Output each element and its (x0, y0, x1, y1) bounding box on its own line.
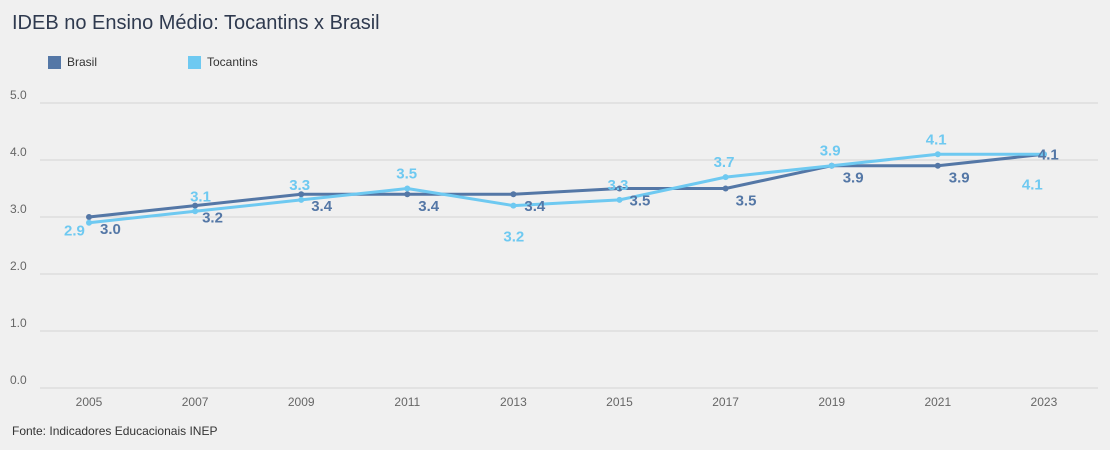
y-tick-label: 2.0 (10, 259, 27, 273)
legend-label-tocantins: Tocantins (207, 55, 258, 69)
point-tocantins-2009[interactable] (298, 196, 305, 203)
point-brasil-2015[interactable] (616, 185, 623, 192)
point-tocantins-2023[interactable] (1040, 151, 1047, 158)
data-label-layer: 3.03.23.4 3.4 3.4 3.5 3.53.9 3.94.12.93.13.33… (64, 131, 1059, 245)
x-tick-label: 2023 (1031, 395, 1058, 409)
y-tick-label: 0.0 (10, 373, 27, 387)
data-label-brasil-2015: 3.5 (630, 193, 651, 210)
x-tick-label: 2005 (76, 395, 103, 409)
x-tick-label: 2017 (712, 395, 739, 409)
legend-label-brasil: Brasil (67, 55, 98, 69)
point-brasil-2007[interactable] (192, 202, 199, 209)
x-tick-label: 2021 (924, 395, 951, 409)
legend-swatch-brasil (48, 56, 61, 69)
data-label-tocantins-2015: 3.3 (608, 177, 629, 194)
source-note: Fonte: Indicadores Educacionais INEP (12, 424, 218, 438)
point-tocantins-2013[interactable] (510, 202, 517, 209)
point-tocantins-2011[interactable] (404, 185, 411, 192)
grid-layer (40, 102, 1098, 389)
point-brasil-2017[interactable] (722, 185, 729, 192)
point-tocantins-2007[interactable] (192, 208, 199, 215)
point-tocantins-2019[interactable] (828, 162, 835, 169)
data-label-tocantins-2009: 3.3 (289, 177, 310, 194)
y-tick-label: 3.0 (10, 202, 27, 216)
series-layer (86, 151, 1047, 226)
data-label-brasil-2007: 3.2 (202, 210, 223, 227)
data-label-tocantins-2021: 4.1 (926, 131, 947, 148)
point-brasil-2009[interactable] (298, 191, 305, 198)
x-tick-label: 2019 (818, 395, 845, 409)
point-brasil-2021[interactable] (934, 162, 941, 169)
x-tick-label: 2013 (500, 395, 527, 409)
data-label-tocantins-2023: 4.1 (1022, 176, 1043, 193)
point-brasil-2011[interactable] (404, 191, 411, 198)
point-tocantins-2021[interactable] (934, 151, 941, 158)
data-label-brasil-2005: 3.0 (100, 221, 121, 238)
y-tick-label: 1.0 (10, 316, 27, 330)
x-tick-label: 2011 (394, 395, 420, 409)
x-tick-label: 2007 (182, 395, 209, 409)
data-label-brasil-2023: 4.1 (1038, 146, 1059, 163)
point-tocantins-2015[interactable] (616, 196, 623, 203)
data-label-tocantins-2011: 3.5 (396, 166, 417, 183)
point-tocantins-2017[interactable] (722, 174, 729, 181)
data-label-tocantins-2013: 3.2 (503, 229, 524, 246)
data-label-brasil-2011: 3.4 (418, 198, 440, 215)
y-tick-label: 5.0 (10, 88, 27, 102)
y-tick-label: 4.0 (10, 145, 27, 159)
data-label-brasil-2019: 3.9 (843, 170, 864, 187)
data-label-tocantins-2005: 2.9 (64, 223, 85, 240)
legend-swatch-tocantins (188, 56, 201, 69)
x-tick-label: 2015 (606, 395, 633, 409)
point-tocantins-2005[interactable] (86, 219, 92, 226)
data-label-brasil-2021: 3.9 (949, 170, 970, 187)
x-tick-label: 2009 (288, 395, 315, 409)
point-brasil-2005[interactable] (86, 214, 92, 220)
data-label-brasil-2013: 3.4 (524, 198, 546, 215)
axis-layer: 0.0 1.0 2.0 3.0 4.0 5.0 2005 2007 2009 2011 2013 20… (10, 88, 1058, 409)
data-label-brasil-2009: 3.4 (311, 198, 333, 215)
chart-title: IDEB no Ensino Médio: Tocantins x Brasil (12, 12, 380, 34)
data-label-tocantins-2007: 3.1 (190, 188, 211, 205)
series-line-brasil[interactable] (87, 152, 1046, 219)
data-label-tocantins-2019: 3.9 (820, 143, 841, 160)
point-brasil-2013[interactable] (510, 191, 517, 198)
data-label-tocantins-2017: 3.7 (714, 154, 735, 171)
series-line-tocantins[interactable] (87, 152, 1046, 225)
data-label-brasil-2017: 3.5 (736, 193, 757, 210)
